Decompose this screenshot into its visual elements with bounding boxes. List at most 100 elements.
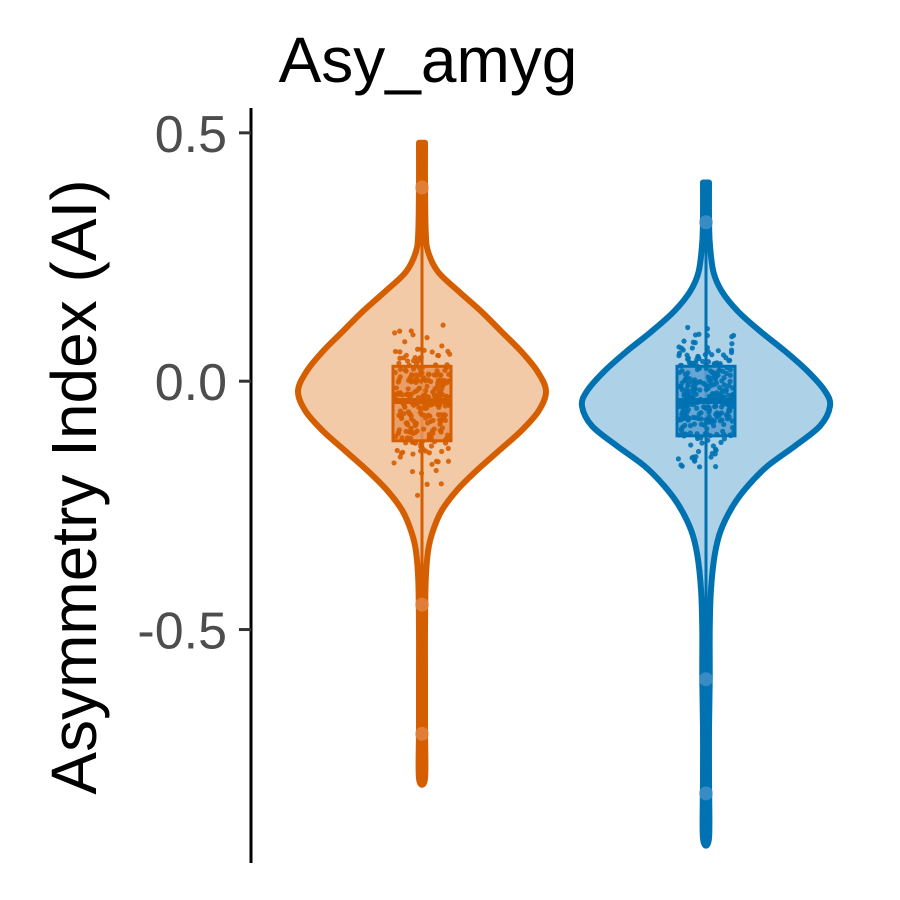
- data-point: [687, 423, 694, 429]
- data-point: [415, 358, 421, 364]
- data-point: [714, 390, 720, 396]
- data-point: [417, 409, 423, 416]
- data-point: [397, 355, 403, 361]
- data-point: [711, 382, 717, 388]
- outlier-1-0: [699, 215, 713, 230]
- data-point: [724, 416, 730, 422]
- data-point: [705, 437, 711, 443]
- data-point: [405, 422, 411, 428]
- data-point: [697, 387, 703, 393]
- data-point: [392, 348, 399, 355]
- data-point: [726, 392, 732, 399]
- data-point: [685, 324, 691, 331]
- data-point: [391, 460, 397, 466]
- data-point: [422, 405, 428, 411]
- data-point: [396, 377, 402, 383]
- data-point: [403, 352, 409, 358]
- data-point: [727, 367, 733, 373]
- data-point: [719, 378, 725, 384]
- data-point: [445, 378, 451, 384]
- data-point: [721, 431, 727, 438]
- data-point: [696, 411, 702, 417]
- data-point: [703, 365, 709, 371]
- data-point: [689, 345, 695, 351]
- y-tick-label-1: 0.0: [155, 354, 227, 412]
- data-point: [403, 428, 409, 434]
- data-point: [719, 410, 725, 416]
- data-point: [723, 389, 729, 395]
- data-point: [405, 386, 411, 392]
- data-point: [677, 432, 683, 438]
- data-point: [408, 429, 414, 435]
- data-point: [447, 351, 453, 357]
- data-point: [419, 370, 425, 376]
- data-point: [438, 372, 444, 378]
- data-point: [429, 461, 435, 467]
- data-point: [406, 362, 412, 368]
- data-point: [403, 440, 409, 446]
- data-point: [704, 426, 710, 432]
- data-point: [424, 481, 430, 487]
- data-point: [396, 360, 402, 366]
- data-point: [682, 377, 688, 383]
- y-tick-label-2: -0.5: [137, 603, 227, 661]
- data-point: [684, 386, 690, 392]
- data-point: [442, 403, 448, 409]
- data-point: [415, 346, 421, 352]
- data-point: [402, 339, 408, 345]
- data-point: [424, 335, 430, 341]
- outlier-0-0: [415, 180, 429, 195]
- data-point: [729, 341, 735, 347]
- y-tick-label-0: 0.5: [155, 106, 227, 164]
- data-point: [418, 470, 425, 476]
- data-point: [417, 448, 424, 454]
- data-point: [712, 360, 718, 367]
- data-point: [699, 440, 705, 446]
- data-point: [438, 481, 444, 487]
- data-point: [392, 330, 398, 336]
- data-point: [414, 428, 420, 434]
- data-point: [692, 332, 699, 338]
- data-point: [684, 352, 690, 358]
- data-point: [730, 391, 736, 397]
- data-point: [716, 384, 723, 391]
- data-point: [698, 416, 705, 422]
- outlier-1-2: [699, 786, 713, 801]
- data-point: [433, 362, 439, 368]
- data-point: [720, 368, 726, 374]
- data-point: [402, 404, 408, 410]
- data-point: [435, 459, 441, 465]
- data-point: [688, 442, 694, 448]
- data-point: [721, 436, 727, 442]
- data-point: [699, 358, 706, 365]
- data-point: [430, 389, 436, 395]
- data-point: [444, 364, 450, 371]
- data-point: [713, 371, 720, 377]
- data-point: [423, 388, 429, 394]
- data-point: [409, 372, 415, 378]
- data-point: [675, 456, 682, 462]
- data-point: [714, 431, 720, 437]
- data-point: [712, 451, 718, 457]
- data-point: [726, 382, 732, 389]
- data-point: [727, 432, 733, 438]
- outlier-1-1: [699, 672, 713, 687]
- data-point: [397, 328, 403, 334]
- data-point: [712, 403, 718, 409]
- data-point: [410, 451, 416, 457]
- data-point: [429, 349, 435, 355]
- data-point: [404, 358, 411, 364]
- data-point: [443, 436, 449, 442]
- data-point: [706, 407, 712, 413]
- data-point: [693, 391, 699, 397]
- data-point: [416, 385, 422, 391]
- data-point: [392, 391, 398, 397]
- data-point: [679, 368, 685, 374]
- y-axis-label: Asymmetry Index (AI): [38, 179, 110, 794]
- data-point: [420, 393, 426, 399]
- data-point: [701, 404, 707, 410]
- data-point: [714, 414, 720, 420]
- data-point: [439, 448, 445, 455]
- data-point: [430, 430, 436, 437]
